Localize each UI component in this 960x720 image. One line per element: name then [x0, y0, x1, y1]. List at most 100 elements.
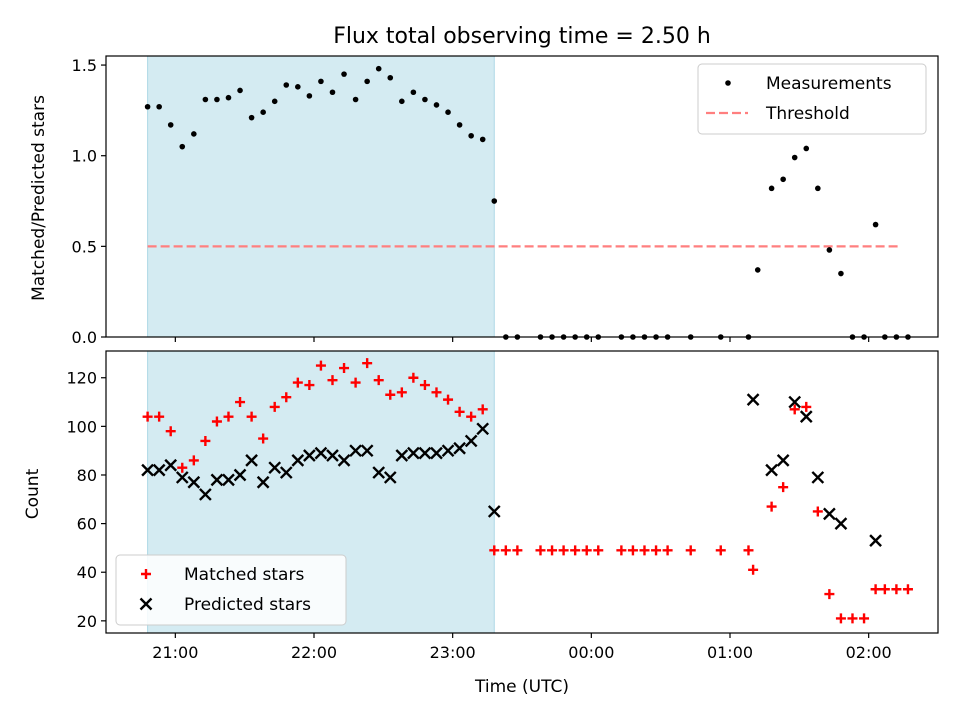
- data-point: [838, 270, 844, 277]
- data-point: [812, 506, 823, 517]
- data-point: [410, 89, 417, 96]
- legend-label: Predicted stars: [184, 595, 311, 615]
- data-point: [295, 84, 301, 90]
- data-point: [430, 446, 443, 460]
- data-point: [314, 446, 328, 460]
- data-point: [902, 584, 913, 595]
- data-point: [341, 71, 347, 77]
- data-point: [387, 74, 394, 81]
- series-matched-stars: [142, 358, 913, 624]
- data-point: [443, 394, 454, 405]
- data-point: [306, 93, 313, 99]
- x-tick-label: 23:00: [430, 643, 476, 662]
- legend-box: [115, 554, 347, 626]
- data-point: [468, 132, 474, 139]
- data-point: [743, 545, 754, 556]
- x-tick-label: 21:00: [152, 643, 198, 662]
- data-point: [535, 545, 546, 556]
- data-point: [156, 103, 162, 110]
- data-point: [418, 446, 432, 460]
- y-tick-label: 0.0: [72, 328, 97, 347]
- data-point: [360, 444, 374, 458]
- data-point: [396, 387, 407, 398]
- bottom-panel: 20 40 60 80 100 120 21:00 22:00 23:00 00:00 01:00 0…: [66, 350, 939, 662]
- x-tick-label: 02:00: [846, 643, 892, 662]
- data-point: [479, 136, 486, 143]
- data-point: [815, 185, 821, 192]
- data-point: [715, 545, 726, 556]
- data-point: [748, 564, 759, 575]
- data-point: [879, 584, 890, 595]
- y-tick-label: 80: [77, 466, 97, 485]
- data-point: [210, 473, 224, 487]
- data-point: [489, 545, 500, 556]
- data-point: [776, 454, 790, 467]
- data-point: [870, 584, 881, 595]
- series-measurements: [144, 65, 911, 340]
- data-point: [337, 454, 351, 467]
- data-point: [283, 82, 290, 88]
- x-tick-label: 00:00: [568, 643, 614, 662]
- data-point: [167, 122, 174, 128]
- data-point: [154, 411, 165, 422]
- data-point: [223, 411, 234, 422]
- legend-label: Measurements: [766, 74, 892, 94]
- y-tick-label: 100: [66, 417, 97, 436]
- data-point: [651, 545, 662, 556]
- data-point: [237, 87, 243, 94]
- legend-marker: [139, 597, 153, 611]
- data-point: [477, 404, 488, 415]
- data-point: [214, 96, 220, 103]
- data-point: [152, 463, 166, 477]
- data-point: [834, 517, 848, 530]
- data-point: [627, 545, 638, 556]
- data-point: [466, 411, 477, 422]
- data-point: [349, 444, 362, 458]
- data-point: [260, 109, 266, 115]
- data-point: [765, 463, 778, 477]
- data-point: [826, 247, 833, 253]
- data-point: [248, 114, 255, 121]
- legend-label: Matched stars: [184, 565, 304, 585]
- data-point: [383, 471, 397, 484]
- data-point: [329, 89, 336, 96]
- data-point: [547, 545, 558, 556]
- legend-marker: [141, 569, 151, 579]
- data-point: [339, 363, 350, 374]
- data-point: [268, 461, 282, 475]
- data-point: [281, 392, 292, 403]
- data-point: [487, 505, 501, 518]
- data-point: [399, 98, 405, 105]
- data-point: [799, 410, 813, 423]
- data-point: [373, 375, 384, 386]
- data-point: [235, 397, 246, 408]
- data-point: [801, 401, 812, 412]
- data-point: [225, 94, 232, 101]
- data-point: [558, 545, 569, 556]
- data-point: [395, 449, 409, 462]
- data-point: [222, 473, 235, 487]
- data-point: [142, 411, 153, 422]
- data-point: [791, 154, 798, 161]
- data-point: [175, 471, 189, 484]
- top-panel: 0.0 0.5 1.0 1.5 Measurements Threshold: [72, 55, 939, 347]
- legend: Measurements Threshold: [697, 63, 927, 135]
- data-point: [662, 545, 673, 556]
- data-point: [500, 545, 511, 556]
- data-point: [407, 446, 420, 460]
- data-point: [165, 426, 176, 437]
- y-tick-label: 20: [77, 612, 97, 631]
- data-point: [768, 185, 775, 192]
- data-point: [269, 401, 280, 412]
- data-point: [811, 471, 825, 484]
- legend-box: [697, 63, 927, 135]
- data-point: [292, 377, 303, 388]
- x-tick-label: 01:00: [707, 643, 753, 662]
- data-point: [199, 488, 212, 501]
- data-point: [445, 109, 451, 115]
- data-point: [327, 375, 338, 386]
- data-point: [766, 501, 777, 512]
- data-point: [847, 613, 858, 624]
- data-point: [245, 454, 258, 467]
